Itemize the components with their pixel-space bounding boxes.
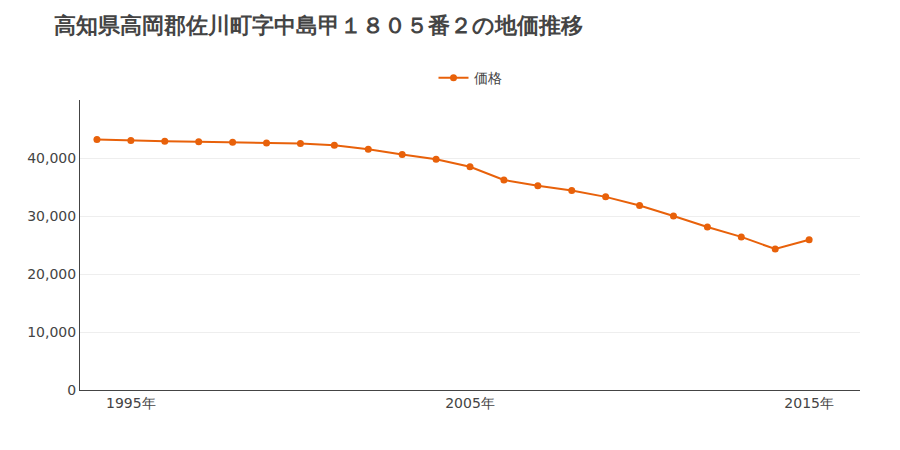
- svg-text:2015年: 2015年: [784, 395, 834, 411]
- svg-text:価格: 価格: [474, 70, 502, 86]
- svg-text:1995年: 1995年: [106, 395, 156, 411]
- svg-text:40,000: 40,000: [27, 150, 76, 166]
- svg-text:10,000: 10,000: [27, 324, 76, 340]
- svg-text:20,000: 20,000: [27, 266, 76, 282]
- svg-text:高知県高岡郡佐川町字中島甲１８０５番２の地価推移: 高知県高岡郡佐川町字中島甲１８０５番２の地価推移: [54, 13, 583, 38]
- svg-text:0: 0: [67, 382, 76, 398]
- svg-text:30,000: 30,000: [27, 208, 76, 224]
- svg-text:2005年: 2005年: [445, 395, 495, 411]
